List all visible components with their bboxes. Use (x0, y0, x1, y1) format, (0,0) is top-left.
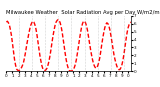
Text: Milwaukee Weather  Solar Radiation Avg per Day W/m2/minute: Milwaukee Weather Solar Radiation Avg pe… (6, 10, 160, 15)
